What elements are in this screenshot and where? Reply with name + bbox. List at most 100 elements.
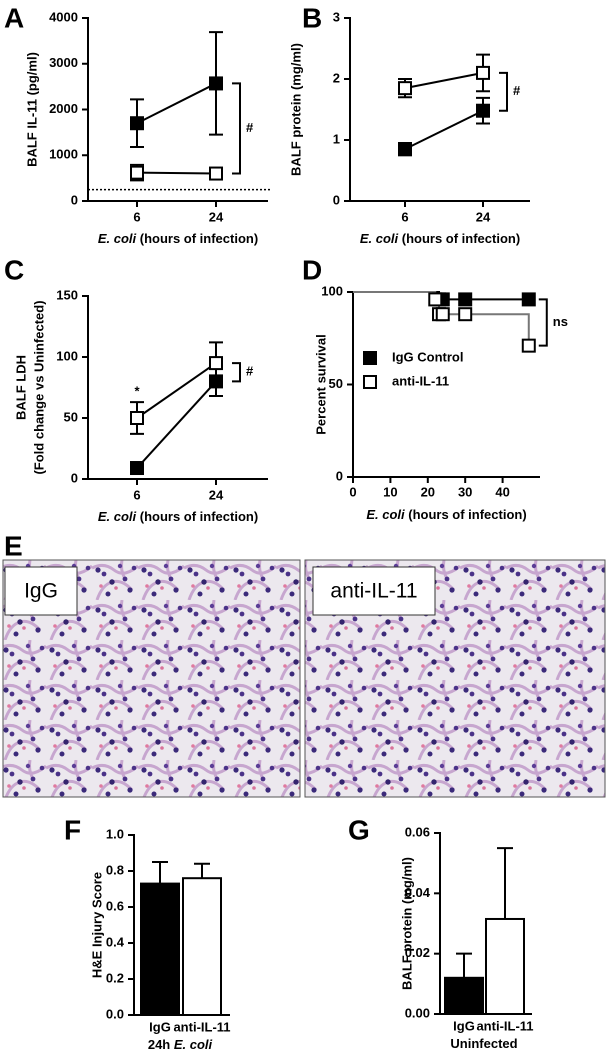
panel-label: B xyxy=(302,2,322,33)
y-tick-label: 2000 xyxy=(49,101,78,116)
y-axis-label: BALF LDH xyxy=(13,355,28,420)
marker xyxy=(130,461,144,476)
x-tick-label: 30 xyxy=(458,484,472,499)
x-axis-label-part: (hours of infection) xyxy=(398,231,520,246)
y-tick-label: 150 xyxy=(56,287,78,302)
x-tick-label: 6 xyxy=(401,209,408,224)
y-tick-label: 50 xyxy=(64,409,78,424)
y-tick-label: 0.02 xyxy=(405,945,430,960)
marker xyxy=(476,65,490,80)
marker xyxy=(130,116,144,131)
y-tick-label: 0.8 xyxy=(106,862,124,877)
series-line xyxy=(136,82,217,125)
y-tick-label: 4000 xyxy=(49,9,78,24)
x-axis-label-part: Uninfected xyxy=(450,1036,517,1051)
x-axis-label: E. coli (hours of infection) xyxy=(98,509,258,524)
marker xyxy=(398,81,412,96)
y-tick-label: 0 xyxy=(71,192,78,207)
x-axis-label-part: (hours of infection) xyxy=(136,231,258,246)
y-tick-label: 2 xyxy=(333,70,340,85)
series-line xyxy=(404,109,484,151)
x-tick-label: 20 xyxy=(421,484,435,499)
marker xyxy=(398,142,412,157)
marker xyxy=(435,307,450,322)
y-axis-label: BALF protein (mg/ml) xyxy=(399,857,414,990)
significance-marker: * xyxy=(134,384,140,399)
legend-label: anti-IL-11 xyxy=(392,373,449,388)
bracket xyxy=(232,362,241,383)
series-line xyxy=(136,380,217,469)
y-tick-label: 100 xyxy=(56,348,78,363)
y-tick-label: 0.06 xyxy=(405,824,430,839)
x-axis-label: E. coli (hours of infection) xyxy=(360,231,520,246)
marker xyxy=(521,292,536,307)
y-tick-label: 0.4 xyxy=(106,934,125,949)
y-axis-label: (Fold change vs Uninfected) xyxy=(31,300,46,474)
axis-line xyxy=(349,17,530,202)
panel-label: E xyxy=(4,530,23,561)
x-axis-label: 24h E. coli xyxy=(148,1037,213,1052)
marker xyxy=(130,165,144,180)
y-axis-label: H&E Injury Score xyxy=(89,872,104,978)
y-tick-label: 1000 xyxy=(49,147,78,162)
bracket xyxy=(538,298,548,347)
x-tick-label: 24 xyxy=(209,209,224,224)
panel-label: G xyxy=(348,814,370,845)
error-bar xyxy=(497,847,513,919)
marker xyxy=(428,292,443,307)
x-tick-label: 6 xyxy=(133,487,140,502)
series-line xyxy=(404,71,484,90)
x-tick-label: anti-IL-11 xyxy=(173,1019,230,1034)
x-axis-label-part: (hours of infection) xyxy=(405,507,527,522)
x-axis-label: Uninfected xyxy=(450,1036,517,1051)
y-tick-label: 100 xyxy=(321,283,343,298)
bracket-label: # xyxy=(246,364,254,379)
x-tick-label: 6 xyxy=(133,209,140,224)
y-tick-label: 0 xyxy=(333,192,340,207)
x-axis-label: E. coli (hours of infection) xyxy=(366,507,526,522)
bracket xyxy=(232,82,241,175)
caption-box xyxy=(312,566,436,616)
bracket-label: # xyxy=(246,120,254,135)
x-tick-label: 0 xyxy=(349,484,356,499)
bracket-label: # xyxy=(513,83,521,98)
x-tick-label: IgG xyxy=(453,1018,475,1033)
series-line xyxy=(136,362,217,419)
marker xyxy=(209,374,223,389)
y-tick-label: 0 xyxy=(336,468,343,483)
bar xyxy=(140,882,180,1016)
series-line xyxy=(136,171,217,175)
legend-label: IgG Control xyxy=(392,349,464,364)
y-tick-label: 1.0 xyxy=(106,826,124,841)
y-axis-label: Percent survival xyxy=(313,334,328,434)
x-tick-label: 24 xyxy=(209,487,224,502)
bracket-label: ns xyxy=(553,314,568,329)
legend-marker xyxy=(363,375,377,389)
y-tick-label: 0.2 xyxy=(106,970,124,985)
y-axis-label: BALF protein (mg/ml) xyxy=(288,43,303,176)
x-axis-label-part: E. coli xyxy=(360,231,399,246)
x-tick-label: 10 xyxy=(383,484,397,499)
marker xyxy=(209,166,223,181)
marker xyxy=(476,103,490,118)
x-axis-label-part: 24h xyxy=(148,1037,174,1052)
y-tick-label: 0.00 xyxy=(405,1005,430,1020)
x-axis-label-part: E. coli xyxy=(174,1037,213,1052)
panel-label: C xyxy=(4,254,24,285)
marker xyxy=(209,76,223,91)
y-tick-label: 50 xyxy=(329,376,343,391)
y-tick-label: 0.04 xyxy=(405,885,431,900)
x-tick-label: IgG xyxy=(149,1019,171,1034)
x-axis-label-part: E. coli xyxy=(98,509,137,524)
panel-label: A xyxy=(4,2,24,33)
x-tick-label: 24 xyxy=(476,209,491,224)
x-tick-label: 40 xyxy=(495,484,509,499)
legend-marker xyxy=(363,351,377,365)
bracket xyxy=(499,71,508,112)
marker xyxy=(130,411,144,425)
y-tick-label: 0 xyxy=(71,470,78,485)
image-caption: anti-IL-11 xyxy=(330,580,417,603)
y-tick-label: 1 xyxy=(333,131,340,146)
y-tick-label: 3 xyxy=(333,9,340,24)
